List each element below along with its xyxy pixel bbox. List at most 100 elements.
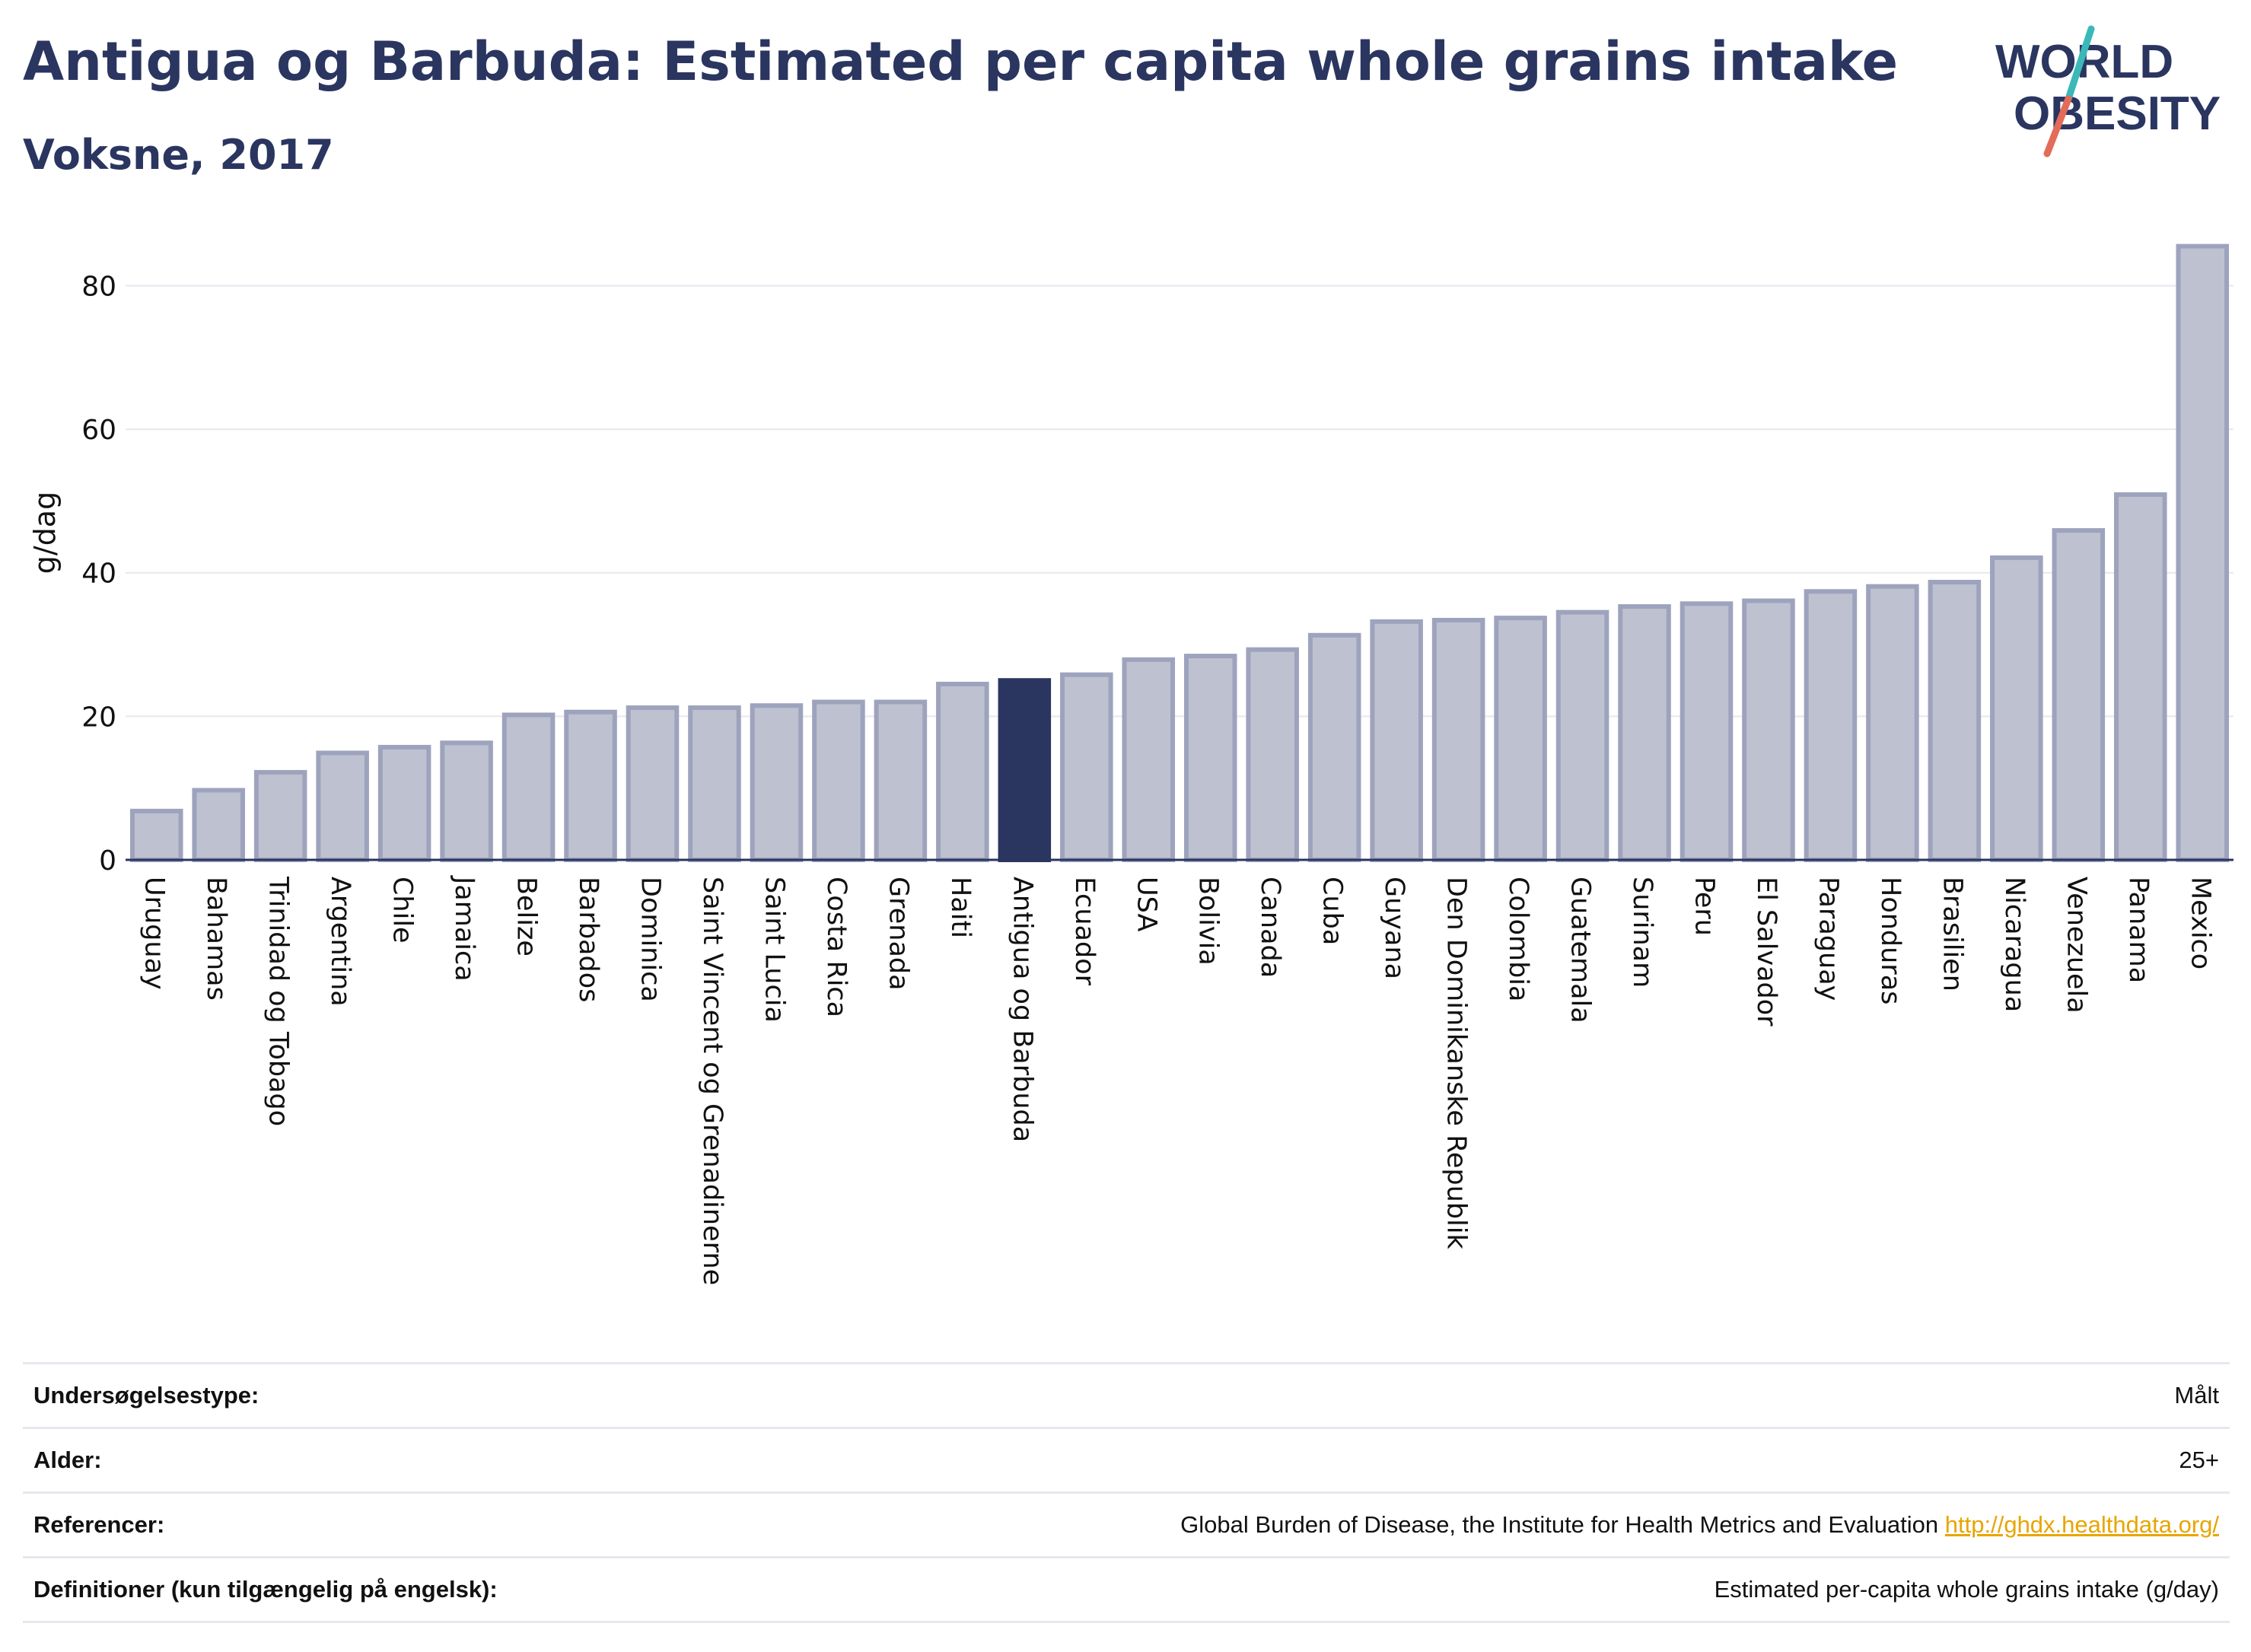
x-tick-label: Guyana [1379,877,1409,979]
x-tick-label: Saint Vincent og Grenadinerne [697,877,728,1285]
bar [440,740,493,862]
x-tick-label: Honduras [1875,877,1906,1004]
x-tick-label: El Salvador [1751,877,1781,1027]
bar [2052,528,2106,862]
metadata-key: Undersøgelsestype: [33,1382,259,1408]
metadata-value-text: Målt [2174,1382,2219,1408]
logo-slash-teal [2065,25,2095,103]
x-tick-label: Argentina [325,877,355,1007]
x-tick-label: USA [1131,877,1161,931]
x-tick-label: Colombia [1503,877,1533,1001]
bar [936,681,989,863]
x-tick-label: Antigua og Barbuda [1007,877,1037,1142]
x-tick-label: Mexico [2185,877,2215,969]
x-tick-label: Paraguay [1813,877,1843,1001]
x-tick-label: Haiti [945,877,976,938]
x-tick-label: Brasilien [1937,877,1967,992]
x-tick-label: Cuba [1317,877,1348,945]
bar [1555,610,1609,863]
bar [750,703,804,862]
bar [501,712,556,863]
bar [1246,647,1299,862]
bar [874,699,928,862]
bar [1370,619,1423,862]
bar [253,769,307,863]
bar [1060,672,1113,863]
x-tick-label: Peru [1689,877,1720,936]
x-tick-label: Costa Rica [821,877,852,1017]
bars [129,244,2230,863]
metadata-row: Referencer: Global Burden of Disease, the… [23,1491,2230,1556]
axes: 0 20 40 60 80 Uruguay Bahamas Trinidad og Tobag… [81,271,2233,1285]
bar [1307,632,1361,863]
page-subtitle: Voksne, 2017 [23,131,334,179]
x-tick-label: Bahamas [201,877,231,1001]
x-tick-label: Canada [1255,877,1285,978]
bar-highlighted [998,678,1052,862]
bar [1679,601,1734,863]
metadata-value-text: 25+ [2179,1447,2219,1473]
x-tick-label: Uruguay [139,877,170,990]
bar [1866,584,1919,862]
x-tick-label: Nicaragua [1999,877,2030,1012]
bar [2114,492,2167,863]
bar [1742,598,1795,862]
metadata-value: Global Burden of Disease, the Institute … [1180,1511,2219,1539]
bar [1431,617,1485,863]
x-tick-label: Grenada [883,877,913,991]
bar [1928,579,1982,862]
bar [2176,244,2230,863]
y-tick-label: 80 [81,271,116,302]
x-tick-label: Bolivia [1193,877,1224,966]
x-tick-label: Saint Lucia [759,877,789,1023]
x-tick-label: Guatemala [1565,877,1596,1023]
metadata-key: Referencer: [33,1511,165,1538]
x-tick-label: Belize [511,877,542,957]
metadata-row: Undersøgelsestype: Målt [23,1362,2230,1427]
metadata-value-text: Estimated per-capita whole grains intake… [1714,1576,2219,1603]
metadata-value: 25+ [2179,1447,2219,1474]
bar [626,705,680,863]
y-tick-label: 40 [81,559,116,590]
bar [1122,657,1176,863]
page-title: Antigua og Barbuda: Estimated per capita… [23,30,1899,93]
y-tick-label: 0 [99,845,116,877]
reference-link[interactable]: http://ghdx.healthdata.org/ [1944,1511,2219,1538]
metadata-key: Definitioner (kun tilgængelig på engelsk… [33,1576,498,1603]
y-tick-label: 60 [81,415,116,446]
logo-line2: OBESITY [2014,88,2221,140]
bar [1494,616,1547,862]
metadata-row: Definitioner (kun tilgængelig på engelsk… [23,1556,2230,1623]
x-tick-label: Panama [2123,877,2154,983]
y-tick-label: 20 [81,702,116,733]
bar-chart: 0 20 40 60 80 Uruguay Bahamas Trinidad og Tobag… [28,244,2233,1285]
y-axis-label: g/dag [28,492,62,574]
x-tick-label: Den Dominikanske Republik [1441,877,1472,1249]
metadata-value-text: Global Burden of Disease, the Institute … [1180,1511,1939,1538]
metadata-table: Undersøgelsestype: Målt Alder: 25+ Reference… [23,1362,2230,1623]
logo-slash-red [2043,95,2072,158]
world-obesity-logo: WORLD OBESITY [1995,25,2221,158]
metadata-value: Estimated per-capita whole grains intake… [1715,1576,2219,1603]
bar [377,744,431,863]
x-tick-label: Ecuador [1069,877,1100,986]
bar [1183,654,1237,862]
metadata-value: Målt [2174,1382,2219,1409]
x-tick-label: Venezuela [2061,877,2091,1014]
bar [1990,555,2043,863]
x-tick-label: Chile [387,877,418,944]
metadata-key: Alder: [33,1447,102,1473]
bar [316,750,369,862]
x-tick-label: Barbados [573,877,603,1002]
bar [1618,604,1671,862]
bar [812,699,865,862]
bar [192,788,245,862]
bar [1804,589,1858,862]
x-tick-label: Jamaica [449,875,479,982]
bar [688,705,741,863]
bar [129,808,183,863]
x-tick-label: Trinidad og Tobago [263,876,294,1126]
metadata-row: Alder: 25+ [23,1427,2230,1491]
x-tick-label: Dominica [635,877,666,1002]
bar [564,709,617,862]
